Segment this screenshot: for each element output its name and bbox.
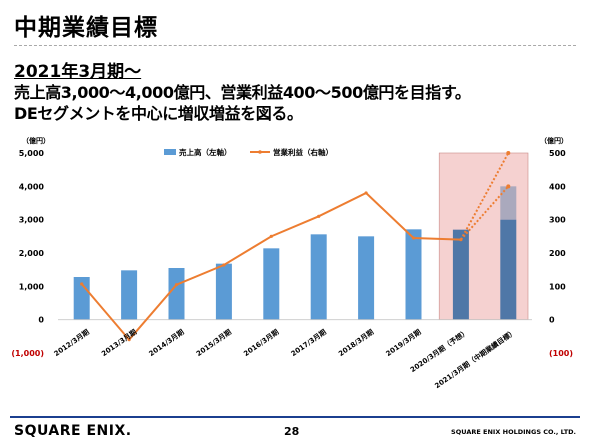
sales-bar — [405, 229, 422, 320]
heading-period: 2021年3月期～ — [14, 62, 142, 82]
right-axis-unit: （億円） — [540, 136, 568, 145]
category-label: 2013/3月期 — [100, 327, 139, 358]
operating-profit-point — [222, 263, 226, 267]
left-axis-tick-label: 4,000 — [19, 182, 45, 191]
operating-profit-target-point — [506, 184, 511, 189]
right-axis-tick-label: 300 — [549, 216, 566, 225]
legend-sales-label: 売上高（左軸） — [179, 147, 232, 157]
operating-profit-point — [127, 338, 131, 342]
heading-strategy: DEセグメントを中心に増収増益を図る。 — [14, 104, 303, 123]
left-axis-unit: （億円） — [22, 136, 50, 145]
legend-profit-label: 営業利益（右軸） — [273, 147, 333, 157]
heading-targets: 売上高3,000～4,000億円、営業利益400～500億円を目指す。 — [14, 83, 471, 102]
right-axis-tick-label: (100) — [549, 349, 573, 358]
sales-bar — [452, 229, 469, 320]
left-axis-tick-label: 1,000 — [19, 282, 45, 291]
operating-profit-target-high-line — [460, 152, 510, 241]
operating-profit-point — [317, 214, 321, 218]
footer-divider — [10, 416, 580, 418]
category-label: 2017/3月期 — [289, 327, 328, 358]
category-label: 2018/3月期 — [337, 327, 376, 358]
sales-bar — [500, 219, 517, 320]
operating-profit-point — [174, 283, 179, 287]
sales-bar — [215, 263, 232, 320]
operating-profit-point — [269, 234, 273, 238]
operating-profit-point — [80, 282, 84, 286]
copyright-text: SQUARE ENIX HOLDINGS CO., LTD. — [451, 428, 576, 436]
operating-profit-point — [411, 236, 416, 240]
sales-bar — [263, 248, 280, 320]
operating-profit-target-point — [506, 151, 511, 155]
page-number: 28 — [284, 425, 300, 438]
operating-profit-point — [364, 191, 368, 195]
legend-sales-swatch — [164, 149, 176, 155]
sales-bar — [168, 268, 185, 320]
sales-bar — [121, 270, 138, 320]
left-axis-tick-label: 3,000 — [19, 216, 45, 225]
category-label: 2019/3月期 — [384, 327, 423, 358]
brand-logo: SQUARE ENIX. — [14, 423, 132, 439]
category-label: 2012/3月期 — [52, 327, 91, 358]
sales-bar — [358, 236, 375, 320]
performance-chart: （億円） （億円） 5,000 4,000 3,000 2,000 1,000 0 (1,000… — [11, 136, 573, 390]
right-axis-tick-label: 200 — [549, 249, 566, 258]
left-axis-tick-label: 5,000 — [19, 149, 45, 158]
sales-target-range-bar — [500, 186, 517, 220]
sales-bar — [310, 234, 327, 320]
category-label: 2015/3月期 — [194, 327, 233, 358]
left-axis-tick-label: 2,000 — [19, 249, 45, 258]
left-axis-tick-label: 0 — [38, 316, 44, 325]
right-axis-tick-label: 500 — [549, 149, 566, 158]
title-divider — [14, 45, 576, 46]
category-label: 2021/3月期（中期業績目標） — [433, 327, 518, 390]
category-label: 2014/3月期 — [147, 327, 186, 358]
left-axis-tick-label: (1,000) — [11, 349, 44, 358]
category-label: 2016/3月期 — [242, 327, 281, 358]
right-axis-tick-label: 100 — [549, 282, 566, 291]
legend-profit-marker — [258, 150, 262, 154]
right-axis-tick-label: 400 — [549, 182, 566, 191]
slide-title: 中期業績目標 — [14, 15, 158, 41]
right-axis-tick-label: 0 — [549, 316, 555, 325]
